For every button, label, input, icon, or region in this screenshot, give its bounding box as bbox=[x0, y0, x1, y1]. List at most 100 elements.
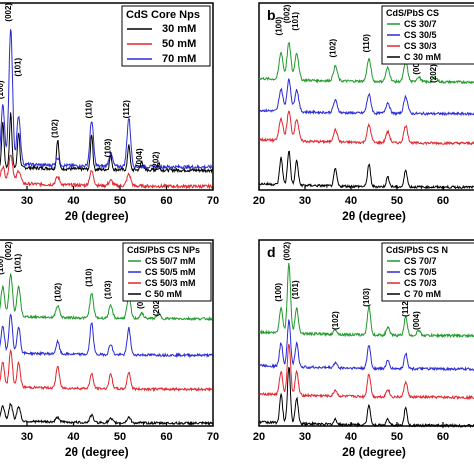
x-tick-label: 50 bbox=[391, 195, 403, 207]
peak-label: (002) bbox=[282, 4, 291, 23]
legend: CdS Core Nps 30 mM 50 mM 70 mM bbox=[121, 5, 211, 67]
legend-title: CdS Core Nps bbox=[126, 9, 200, 21]
x-tick-label: 30 bbox=[21, 195, 33, 207]
peak-label: (100) bbox=[0, 256, 5, 275]
peak-label: (100) bbox=[274, 283, 283, 302]
legend-entry: C 50 mM bbox=[145, 289, 182, 299]
peak-label: (004) bbox=[412, 311, 421, 330]
legend-entry: 50 mM bbox=[162, 38, 196, 50]
x-axis-label: 2θ (degree) bbox=[65, 209, 129, 223]
peak-label: (002) bbox=[4, 3, 13, 22]
legend-entry: CS 30/7 bbox=[404, 19, 437, 29]
legend-entry: CS 70/5 bbox=[404, 267, 437, 277]
x-tick-label: 60 bbox=[160, 195, 172, 207]
series-line-cs-30-5 bbox=[258, 78, 474, 117]
peak-label: (202) bbox=[152, 151, 161, 170]
peak-label: (102) bbox=[328, 38, 337, 57]
legend-entry: CS 30/5 bbox=[404, 30, 437, 40]
series-line-cs-70-3 bbox=[258, 343, 474, 401]
peak-label: (103) bbox=[104, 280, 113, 299]
series-line-cs-30-3 bbox=[258, 110, 474, 146]
x-tick-label: 30 bbox=[21, 431, 33, 443]
x-tick-label: 40 bbox=[345, 195, 357, 207]
x-axis-label: 2θ (degree) bbox=[342, 445, 406, 459]
xrd-panel-3: 30 40 50 60 70 2θ (degree) (100)(002)(101) (102… bbox=[0, 239, 219, 459]
legend-entry: CS 30/3 bbox=[404, 41, 437, 51]
peak-label: (101) bbox=[291, 280, 300, 299]
series-line-c-30-mm bbox=[258, 150, 474, 190]
x-tick-label: 50 bbox=[391, 431, 403, 443]
series-line-30-mm bbox=[0, 112, 214, 174]
peak-label: (102) bbox=[51, 119, 60, 138]
peak-label: (101) bbox=[13, 58, 22, 77]
legend-title: CdS/PbS CS N bbox=[386, 245, 448, 255]
panel-label: d bbox=[267, 244, 276, 260]
legend: CdS/PbS CS NCS 70/7CS 70/5CS 70/3C 70 mM bbox=[381, 242, 474, 302]
peak-label: (100) bbox=[275, 16, 284, 35]
x-tick-label: 40 bbox=[67, 195, 79, 207]
x-tick-label: 60 bbox=[160, 431, 172, 443]
series-line-c-70-mm bbox=[258, 366, 474, 429]
legend-entry: CS 70/3 bbox=[404, 278, 437, 288]
peak-label: (103) bbox=[362, 288, 371, 307]
legend-entry: C 70 mM bbox=[404, 289, 441, 299]
x-tick-label: 30 bbox=[299, 431, 311, 443]
peak-label: (110) bbox=[85, 268, 94, 287]
peak-label: (101) bbox=[13, 253, 22, 272]
peak-label: (112) bbox=[122, 100, 131, 119]
x-axis-label: 2θ (degree) bbox=[342, 209, 406, 223]
legend-entry: CS 50/7 mM bbox=[145, 256, 196, 266]
legend-entry: 30 mM bbox=[162, 23, 196, 35]
x-tick-label: 70 bbox=[207, 431, 219, 443]
x-tick-label: 40 bbox=[345, 431, 357, 443]
peak-label: (103) bbox=[104, 138, 113, 157]
peak-label: (102) bbox=[331, 311, 340, 330]
legend-entry: CS 70/7 bbox=[404, 256, 437, 266]
series-line-cs-50-3-mm bbox=[0, 349, 213, 392]
x-tick-label: 20 bbox=[253, 431, 265, 443]
series-line-cs-50-5-mm bbox=[0, 313, 214, 359]
peak-label: (004) bbox=[412, 56, 421, 75]
xrd-panel-1: 30 40 50 60 70 2θ (degree) (100) (002) (101) (102… bbox=[0, 2, 219, 223]
legend-entry: 70 mM bbox=[162, 53, 196, 65]
peak-label: (202) bbox=[152, 297, 161, 316]
legend-title: CdS/PbS CS bbox=[386, 8, 439, 18]
legend-entry: CS 50/3 mM bbox=[145, 278, 196, 288]
series-line-cs-70-7 bbox=[258, 263, 474, 339]
peak-label: (110) bbox=[362, 34, 371, 53]
x-tick-label: 50 bbox=[114, 431, 126, 443]
series-line-70-mm bbox=[0, 29, 213, 171]
peak-label: (101) bbox=[291, 12, 300, 31]
legend-title: CdS/PbS CS NPs bbox=[127, 245, 200, 255]
series-line-cs-50-7-mm bbox=[0, 272, 213, 322]
peak-label: (100) bbox=[0, 80, 5, 99]
x-tick-label: 20 bbox=[253, 195, 265, 207]
series-line-50-mm bbox=[0, 154, 214, 190]
series-line-cs-70-5 bbox=[258, 319, 474, 372]
panel-label: b bbox=[267, 7, 276, 23]
x-tick-label: 70 bbox=[207, 195, 219, 207]
series-line-c-50-mm bbox=[0, 402, 213, 427]
x-tick-label: 30 bbox=[299, 195, 311, 207]
legend-entry: CS 50/5 mM bbox=[145, 267, 196, 277]
axes-frame bbox=[258, 2, 474, 191]
xrd-panel-2: 2030405060702θ (degree)(100)(002)(101)(1… bbox=[253, 2, 474, 223]
peak-label: (002) bbox=[4, 241, 13, 260]
axes-frame bbox=[0, 2, 214, 191]
x-tick-label: 40 bbox=[67, 431, 79, 443]
peak-label: (002) bbox=[282, 241, 291, 260]
xrd-panel-4: 2030405060702θ (degree)(100)(002)(101)(1… bbox=[253, 239, 474, 459]
series-line-cs-30-7 bbox=[258, 42, 474, 85]
legend-entry: C 30 mM bbox=[404, 52, 441, 62]
peak-label: (102) bbox=[53, 283, 62, 302]
x-axis-label: 2θ (degree) bbox=[65, 445, 129, 459]
peak-label: (004) bbox=[135, 148, 144, 167]
peak-label: (112) bbox=[401, 298, 410, 317]
x-tick-label: 50 bbox=[114, 195, 126, 207]
axes-frame bbox=[258, 239, 474, 427]
x-tick-label: 60 bbox=[437, 431, 449, 443]
peak-label: (110) bbox=[85, 100, 94, 119]
